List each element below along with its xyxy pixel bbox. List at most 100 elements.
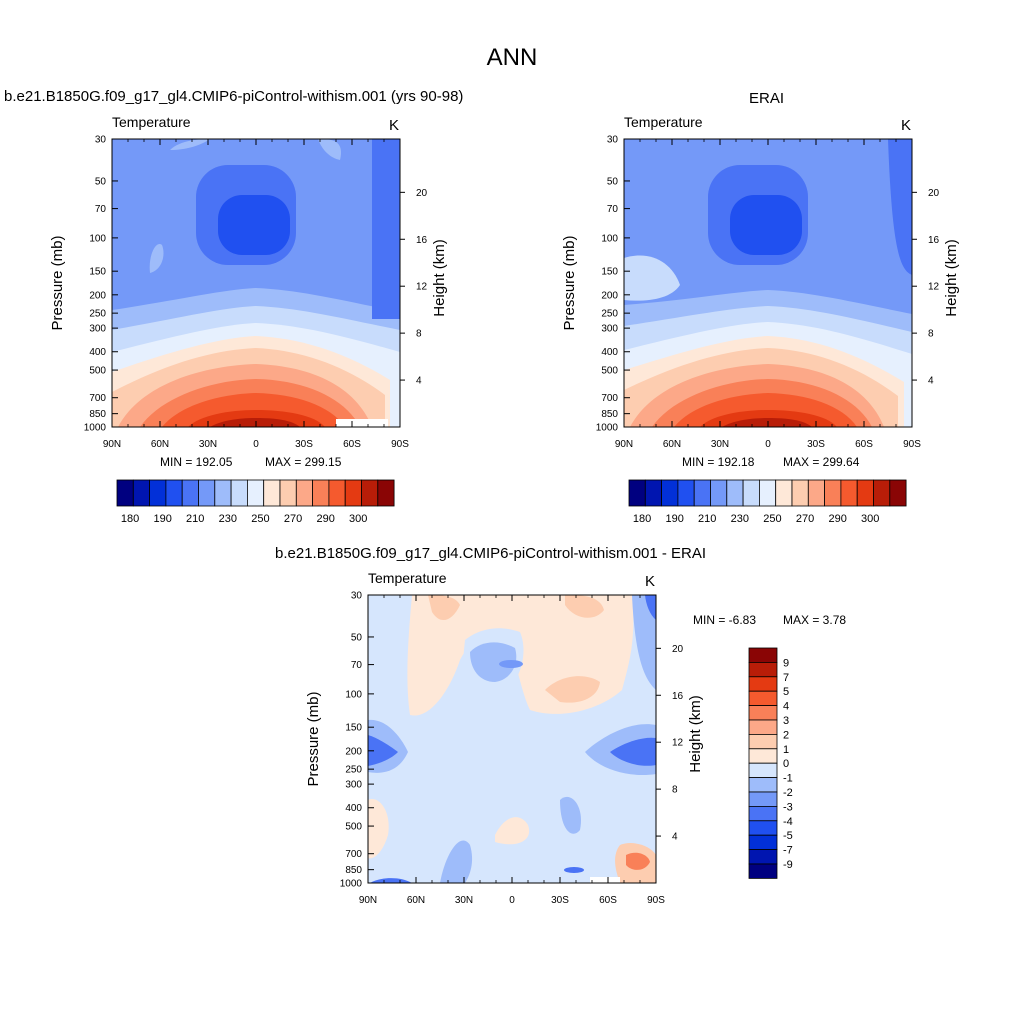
- panel-1-y-tick-label: 700: [89, 393, 106, 404]
- colorbar-3-label: 9: [783, 657, 789, 669]
- colorbar-1-swatch: [214, 479, 232, 507]
- panel-3-y2-tick-label: 12: [672, 738, 684, 749]
- panel-2-x-tick-label: 0: [765, 439, 771, 450]
- panel-3-x-tick-label: 0: [509, 895, 515, 906]
- colorbar-3-label: -3: [783, 801, 793, 813]
- colorbar-3-label: -4: [783, 816, 793, 828]
- colorbar-2-swatch: [644, 479, 662, 507]
- colorbar-2-swatch: [628, 479, 646, 507]
- colorbar-3-label: 3: [783, 715, 789, 727]
- panel-2-y-tick-label: 1000: [596, 423, 619, 434]
- panel-2-y2-tick-label: 8: [928, 329, 934, 340]
- panel-3-y-tick-label: 30: [351, 591, 363, 602]
- colorbar-1-label: 290: [316, 513, 334, 525]
- panel-1-y-tick-label: 150: [89, 267, 106, 278]
- panel-2-title: ERAI: [749, 90, 785, 107]
- colorbar-2-swatch: [677, 479, 695, 507]
- colorbar-3-swatch: [748, 849, 778, 865]
- panel-2-min: MIN = 192.18: [682, 455, 755, 469]
- colorbar-3-label: -5: [783, 830, 793, 842]
- colorbar-1-swatch: [312, 479, 330, 507]
- colorbar-1-swatch: [149, 479, 167, 507]
- panel-2-max: MAX = 299.64: [783, 455, 860, 469]
- panel-3-y-tick-label: 500: [345, 822, 362, 833]
- panel-1-y2-tick-label: 12: [416, 282, 428, 293]
- colorbar-2-swatch: [889, 479, 907, 507]
- panel-2-variable: Temperature: [624, 114, 703, 130]
- panel-3-y-tick-label: 250: [345, 765, 362, 776]
- panel-1-x-tick-label: 60S: [343, 439, 361, 450]
- panel-2-x-tick-label: 90N: [615, 439, 633, 450]
- panel-3-y-tick-label: 400: [345, 803, 362, 814]
- panel-3-title: b.e21.B1850G.f09_g17_gl4.CMIP6-piControl…: [275, 545, 707, 562]
- panel-1-y-tick-label: 100: [89, 233, 106, 244]
- panel-2-x-tick-label: 90S: [903, 439, 921, 450]
- panel-1-y2-tick-label: 4: [416, 376, 422, 387]
- colorbar-1-label: 190: [153, 513, 171, 525]
- colorbar-1-label: 250: [251, 513, 269, 525]
- panel-1-min: MIN = 192.05: [160, 455, 233, 469]
- panel-2-units: K: [901, 117, 912, 134]
- colorbar-2-swatch: [693, 479, 711, 507]
- panel-3-min: MIN = -6.83: [693, 613, 757, 627]
- colorbar-2-swatch: [742, 479, 760, 507]
- panel-1-y-tick-label: 1000: [84, 423, 107, 434]
- panel-1-units: K: [389, 117, 400, 134]
- panel-1-x-tick-label: 30N: [199, 439, 217, 450]
- panel-2-y2label: Height (km): [943, 239, 960, 317]
- panel-2-y-tick-label: 100: [601, 233, 618, 244]
- panel-2-y2-tick-label: 4: [928, 376, 934, 387]
- panel-2-y-tick-label: 700: [601, 393, 618, 404]
- colorbar-1-swatch: [328, 479, 346, 507]
- colorbar-1-swatch: [230, 479, 248, 507]
- colorbar-3-label: 2: [783, 729, 789, 741]
- colorbar-1-swatch: [361, 479, 379, 507]
- colorbar-1-swatch: [263, 479, 281, 507]
- panel-2-y-tick-label: 850: [601, 409, 618, 420]
- panel-1-y-tick-label: 200: [89, 290, 106, 301]
- colorbar-3-swatch: [748, 734, 778, 750]
- panel-3-x-tick-label: 60S: [599, 895, 617, 906]
- colorbar-1-swatch: [279, 479, 297, 507]
- panel-1-field: [112, 139, 400, 427]
- panel-3-y-tick-label: 50: [351, 632, 363, 643]
- colorbar-3-swatch: [748, 705, 778, 721]
- colorbar-2-label: 250: [763, 513, 781, 525]
- panel-3-y2-tick-label: 16: [672, 691, 684, 702]
- panel-2-y-tick-label: 50: [607, 176, 619, 187]
- panel-3-x-tick-label: 30S: [551, 895, 569, 906]
- colorbar-3-label: -1: [783, 773, 793, 785]
- panel-1-y2label: Height (km): [431, 239, 448, 317]
- panel-1-x-tick-label: 60N: [151, 439, 169, 450]
- panel-3-y-tick-label: 200: [345, 746, 362, 757]
- panel-2-field: [624, 139, 912, 427]
- colorbar-2-label: 230: [731, 513, 749, 525]
- panel-1-y2-tick-label: 8: [416, 329, 422, 340]
- colorbar-1-swatch: [198, 479, 216, 507]
- panel-3-max: MAX = 3.78: [783, 613, 847, 627]
- colorbar-2-swatch: [873, 479, 891, 507]
- panel-3-ylabel: Pressure (mb): [305, 691, 322, 786]
- colorbar-1-swatch: [165, 479, 183, 507]
- colorbars-layer: 180 190 210 230 250 270 290 300 180 190 210 230 250 2…: [116, 479, 907, 879]
- panel-1-y-tick-label: 500: [89, 366, 106, 377]
- colorbar-2-label: 290: [828, 513, 846, 525]
- panel-2-y-tick-label: 70: [607, 204, 619, 215]
- colorbar-2-swatch: [726, 479, 744, 507]
- panel-1-y-tick-label: 850: [89, 409, 106, 420]
- colorbar-3-swatch: [748, 662, 778, 678]
- colorbar-3-label: -9: [783, 859, 793, 871]
- panel-3-y2-tick-label: 8: [672, 785, 678, 796]
- colorbar-1-label: 270: [284, 513, 302, 525]
- colorbar-3-swatch: [748, 834, 778, 851]
- panel-2-x-tick-label: 60S: [855, 439, 873, 450]
- panel-3-y2-tick-label: 4: [672, 832, 678, 843]
- panel-2-x-tick-label: 30S: [807, 439, 825, 450]
- page-title: ANN: [486, 44, 538, 71]
- colorbar-1-swatch: [295, 479, 313, 507]
- panel-3-x-tick-label: 90S: [647, 895, 665, 906]
- panel-3-x-tick-label: 60N: [407, 895, 425, 906]
- panel-1-x-tick-label: 30S: [295, 439, 313, 450]
- colorbar-2-swatch: [775, 479, 793, 507]
- panel-3-y-tick-label: 150: [345, 723, 362, 734]
